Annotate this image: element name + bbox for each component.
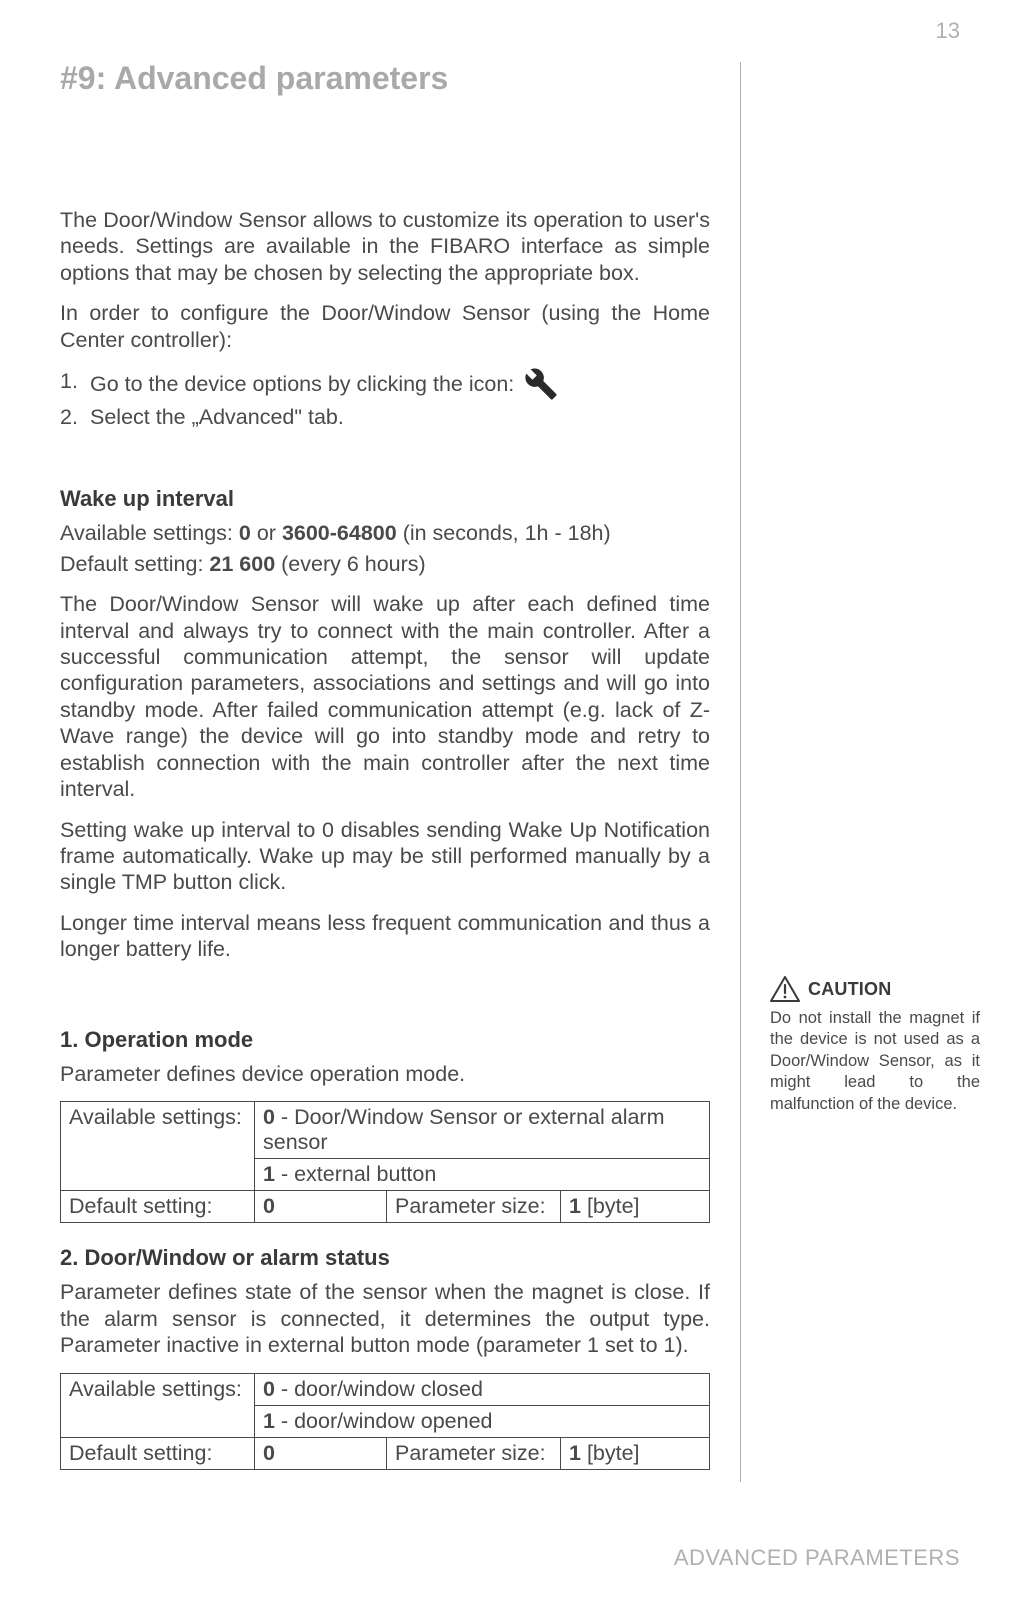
wake-available: Available settings: 0 or 3600-64800 (in … <box>60 520 710 546</box>
param1-size-val: 1 [byte] <box>561 1191 710 1223</box>
param1-table: Available settings: 0 - Door/Window Sens… <box>60 1101 710 1223</box>
param1-default-label: Default setting: <box>61 1191 255 1223</box>
sidebar-column: CAUTION Do not install the magnet if the… <box>770 976 980 1115</box>
param1-default-val: 0 <box>255 1191 387 1223</box>
intro-paragraph-1: The Door/Window Sensor allows to customi… <box>60 207 710 286</box>
param1-opt1: 1 - external button <box>255 1159 710 1191</box>
param2-table: Available settings: 0 - door/window clos… <box>60 1373 710 1470</box>
step-item: 2. Select the „Advanced" tab. <box>60 403 710 432</box>
step-list: 1. Go to the device options by clicking … <box>60 367 710 432</box>
param2-avail-label: Available settings: <box>61 1373 255 1437</box>
param2-heading: 2. Door/Window or alarm status <box>60 1245 710 1271</box>
param2-desc: Parameter defines state of the sensor wh… <box>60 1279 710 1358</box>
main-column: #9: Advanced parameters The Door/Window … <box>60 60 710 1492</box>
param1-heading: 1. Operation mode <box>60 1027 710 1053</box>
step-text: Select the „Advanced" tab. <box>90 403 344 432</box>
step-number: 1. <box>60 367 90 401</box>
footer-label: ADVANCED PARAMETERS <box>674 1545 960 1571</box>
wake-default: Default setting: 21 600 (every 6 hours) <box>60 551 710 577</box>
caution-title: CAUTION <box>808 979 891 1000</box>
step-number: 2. <box>60 403 90 432</box>
wake-paragraph-1: The Door/Window Sensor will wake up afte… <box>60 591 710 803</box>
caution-icon <box>770 976 800 1002</box>
param1-desc: Parameter defines device operation mode. <box>60 1061 710 1087</box>
wake-paragraph-3: Longer time interval means less frequent… <box>60 910 710 963</box>
page-number: 13 <box>936 18 960 44</box>
column-divider <box>740 62 741 1482</box>
param2-size-label: Parameter size: <box>387 1437 561 1469</box>
param1-opt0: 0 - Door/Window Sensor or external alarm… <box>255 1102 710 1159</box>
wrench-icon <box>524 367 558 401</box>
caution-header: CAUTION <box>770 976 980 1002</box>
wake-paragraph-2: Setting wake up interval to 0 disables s… <box>60 817 710 896</box>
param2-default-val: 0 <box>255 1437 387 1469</box>
caution-text: Do not install the magnet if the device … <box>770 1008 980 1115</box>
page-title: #9: Advanced parameters <box>60 60 710 97</box>
step-text: Go to the device options by clicking the… <box>90 370 514 399</box>
step-item: 1. Go to the device options by clicking … <box>60 367 710 401</box>
intro-paragraph-2: In order to configure the Door/Window Se… <box>60 300 710 353</box>
param2-size-val: 1 [byte] <box>561 1437 710 1469</box>
param2-opt0: 0 - door/window closed <box>255 1373 710 1405</box>
wake-heading: Wake up interval <box>60 486 710 512</box>
param2-default-label: Default setting: <box>61 1437 255 1469</box>
param1-avail-label: Available settings: <box>61 1102 255 1191</box>
param1-size-label: Parameter size: <box>387 1191 561 1223</box>
param2-opt1: 1 - door/window opened <box>255 1405 710 1437</box>
